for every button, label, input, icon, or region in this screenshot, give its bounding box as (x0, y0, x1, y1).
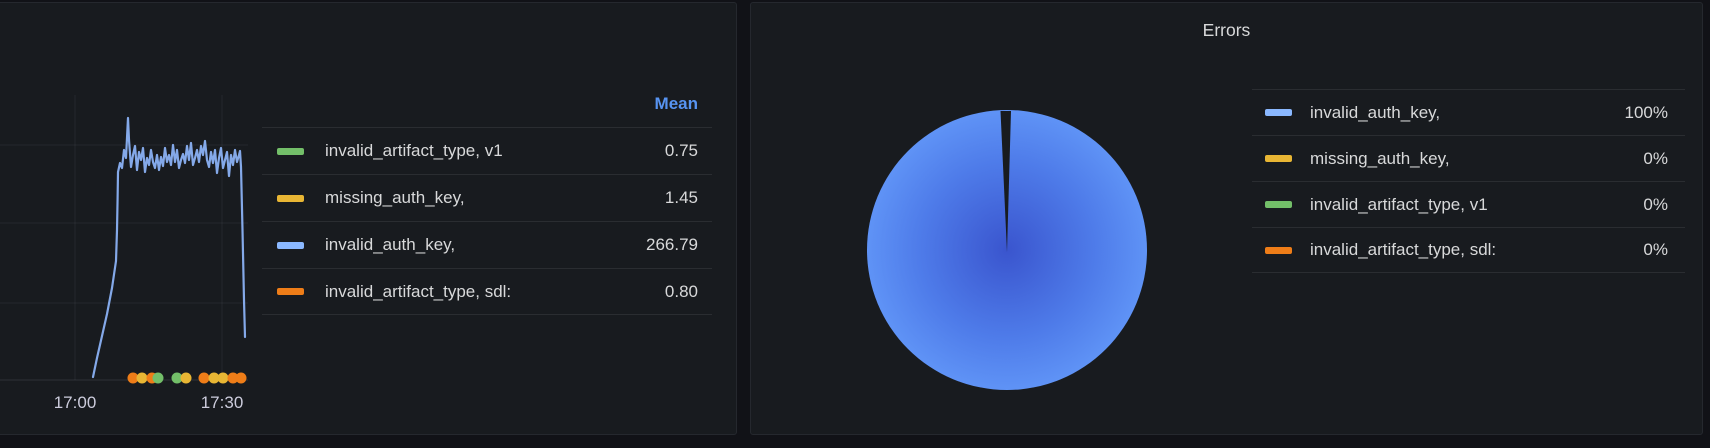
series-mean-value: 266.79 (646, 235, 698, 254)
series-percent-value: 0% (1643, 148, 1668, 168)
series-percent-value: 0% (1643, 194, 1668, 214)
series-percent-value: 100% (1624, 102, 1668, 122)
series-color-swatch[interactable] (277, 194, 304, 202)
series-label[interactable]: invalid_artifact_type, sdl: (325, 281, 512, 301)
series-label[interactable]: invalid_auth_key, (325, 235, 456, 254)
timeseries-legend: Mean invalid_artifact_type, v1 0.75 miss… (262, 80, 712, 315)
series-mean-value: 1.45 (664, 188, 698, 207)
series-label[interactable]: invalid_artifact_type, v1 (325, 141, 503, 160)
series-label[interactable]: invalid_artifact_type, v1 (1310, 194, 1488, 214)
series-color-swatch[interactable] (1265, 246, 1292, 254)
legend-row[interactable]: missing_auth_key, 1.45 (262, 174, 712, 221)
series-label[interactable]: missing_auth_key, (325, 188, 465, 207)
series-percent-value: 0% (1643, 240, 1668, 259)
legend-row[interactable]: invalid_artifact_type, sdl: 0% (1252, 227, 1685, 273)
series-mean-value: 0.80 (664, 281, 698, 301)
legend-row[interactable]: missing_auth_key, 0% (1252, 135, 1685, 181)
series-label[interactable]: invalid_artifact_type, sdl: (1310, 240, 1497, 259)
series-color-swatch[interactable] (277, 241, 304, 249)
legend-row[interactable]: invalid_artifact_type, v1 0.75 (262, 127, 712, 174)
series-mean-value: 0.75 (664, 141, 698, 160)
series-color-swatch[interactable] (1265, 109, 1292, 116)
pie-legend: invalid_auth_key, 100% missing_auth_key,… (1252, 89, 1685, 273)
series-label[interactable]: invalid_auth_key, (1310, 102, 1441, 122)
series-color-swatch[interactable] (1265, 155, 1292, 162)
series-color-swatch[interactable] (277, 147, 304, 155)
legend-row[interactable]: invalid_auth_key, 100% (1252, 89, 1685, 135)
series-color-swatch[interactable] (1265, 201, 1292, 208)
legend-row[interactable]: invalid_auth_key, 266.79 (262, 221, 712, 268)
x-tick-1730: 17:30 (200, 393, 244, 412)
legend-row[interactable]: invalid_artifact_type, sdl: 0.80 (262, 268, 712, 315)
legend-column-mean[interactable]: Mean (654, 93, 698, 113)
panel-title-errors[interactable]: Errors (1202, 20, 1251, 40)
legend-row[interactable]: invalid_artifact_type, v1 0% (1252, 181, 1685, 227)
series-color-swatch[interactable] (277, 288, 304, 295)
x-tick-1700: 17:00 (53, 393, 97, 412)
series-label[interactable]: missing_auth_key, (1310, 148, 1450, 168)
